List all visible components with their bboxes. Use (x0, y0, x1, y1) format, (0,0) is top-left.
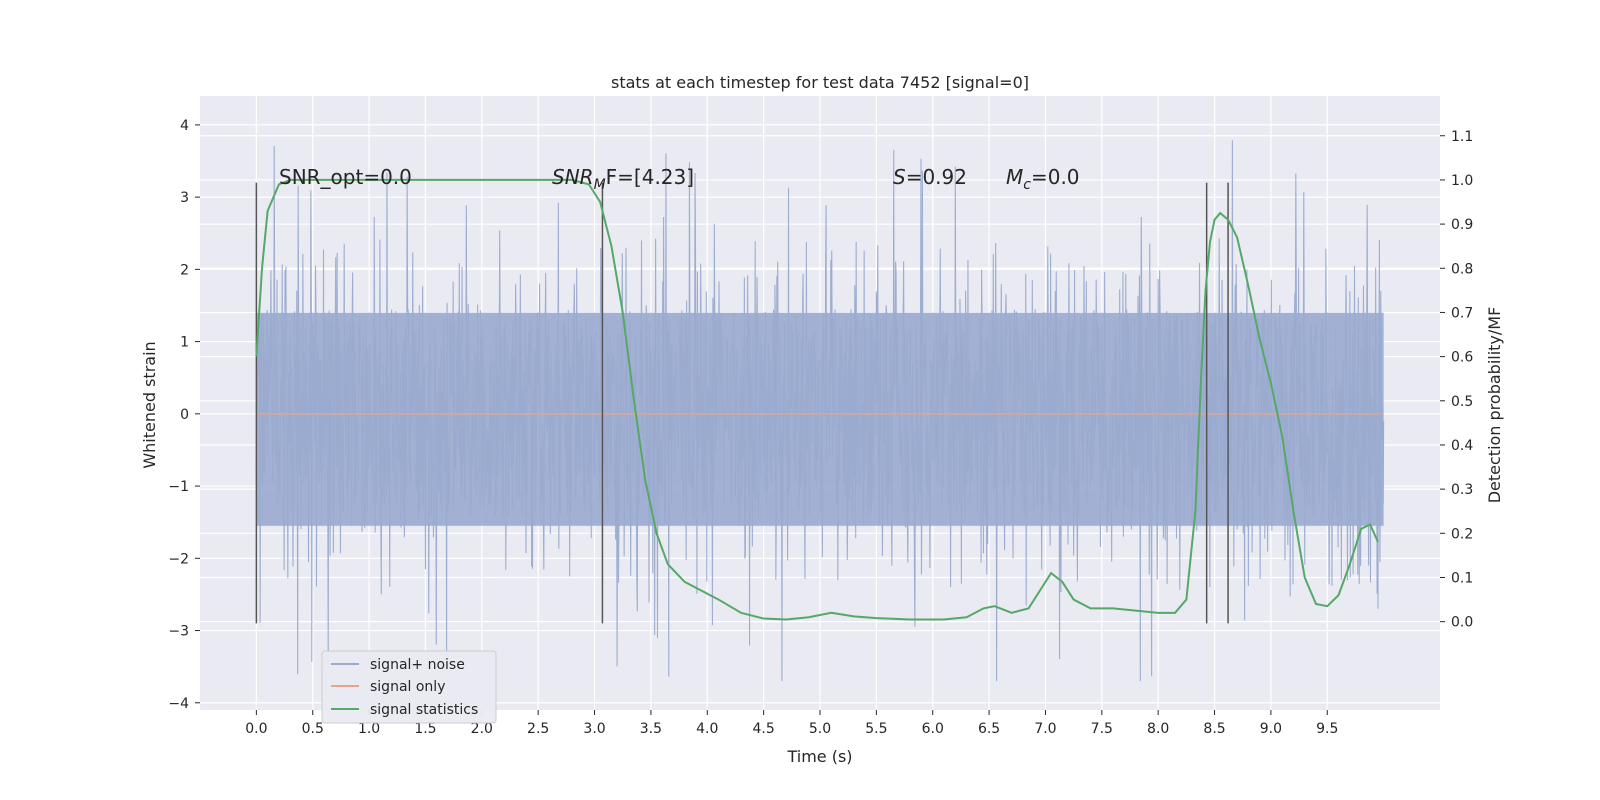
x-tick-label: 3.5 (640, 721, 662, 737)
annotation-snr-mf: SNRMF=[4.23] (552, 165, 694, 193)
x-tick-label: 8.0 (1147, 721, 1169, 737)
snr-mf-base: SNR (552, 165, 594, 189)
annotation-s: S=0.92 (893, 165, 967, 189)
right-y-axis-label: Detection probability/MF (1485, 307, 1504, 504)
y-tick-label: −3 (168, 624, 189, 640)
right-y-tick-label: 0.8 (1451, 261, 1473, 277)
y-tick-label: −2 (168, 551, 189, 567)
right-y-tick-label: 0.7 (1451, 305, 1473, 321)
snr-mf-rest: F=[4.23] (606, 165, 694, 189)
x-tick-label: 9.5 (1316, 721, 1338, 737)
right-y-tick-label: 0.5 (1451, 394, 1473, 410)
x-tick-label: 2.0 (471, 721, 493, 737)
y-tick-label: 3 (180, 190, 189, 206)
mc-subscript: c (1023, 177, 1031, 193)
mc-variable: M (1006, 165, 1023, 189)
y-tick-label: −1 (168, 479, 189, 495)
s-variable: S (893, 165, 906, 189)
x-tick-label: 7.0 (1034, 721, 1056, 737)
right-y-tick-label: 0.1 (1451, 570, 1473, 586)
x-tick-label: 8.5 (1203, 721, 1225, 737)
x-tick-label: 4.0 (696, 721, 718, 737)
x-axis-ticks: 0.0 0.5 1.0 1.5 2.0 2.5 3.0 3.5 4.0 4.5 5.0 5.5 6.0 6… (245, 710, 1338, 737)
right-y-tick-label: 0.2 (1451, 526, 1473, 542)
right-y-tick-label: 1.0 (1451, 173, 1473, 189)
legend-box (321, 650, 497, 724)
legend: signal+ noise signal only signal statist… (321, 650, 497, 724)
legend-label-signal-only: signal only (370, 679, 445, 695)
x-tick-label: 6.5 (978, 721, 1000, 737)
x-tick-label: 1.0 (358, 721, 380, 737)
y-tick-label: 4 (180, 118, 189, 134)
annotation-snr-opt: SNR_opt=0.0 (279, 165, 412, 189)
mc-value: =0.0 (1031, 165, 1080, 189)
x-tick-label: 4.5 (753, 721, 775, 737)
right-y-tick-label: 1.1 (1451, 129, 1473, 145)
series-signal-statistics (255, 178, 1379, 621)
x-tick-label: 0.0 (245, 721, 267, 737)
x-tick-label: 5.5 (865, 721, 887, 737)
x-tick-label: 0.5 (302, 721, 324, 737)
x-tick-label: 7.5 (1091, 721, 1113, 737)
y-axis-label: Whitened strain (140, 341, 159, 468)
legend-label-signal-statistics: signal statistics (370, 702, 478, 718)
s-value: =0.92 (906, 165, 967, 189)
annotation-mc: Mc=0.0 (1006, 165, 1080, 193)
noise-band (256, 312, 1384, 526)
right-y-tick-label: 0.4 (1451, 438, 1473, 454)
right-y-tick-label: 0.6 (1451, 350, 1473, 366)
x-tick-label: 6.0 (922, 721, 944, 737)
x-tick-label: 2.5 (527, 721, 549, 737)
y-tick-label: 0 (180, 407, 189, 423)
right-y-tick-label: 0.3 (1451, 482, 1473, 498)
vertical-markers (255, 182, 1229, 624)
right-y-tick-label: 0.9 (1451, 217, 1473, 233)
x-tick-label: 1.5 (414, 721, 436, 737)
chart-title: stats at each timestep for test data 745… (611, 73, 1029, 92)
x-tick-label: 9.0 (1260, 721, 1282, 737)
y-tick-label: −4 (168, 696, 189, 712)
x-tick-label: 3.0 (583, 721, 605, 737)
y-axis-ticks: −4 −3 −2 −1 0 1 2 3 4 (168, 118, 200, 712)
y-tick-label: 2 (180, 262, 189, 278)
y-tick-label: 1 (180, 335, 189, 351)
right-y-axis-ticks: 0.0 0.1 0.2 0.3 0.4 0.5 0.6 0.7 0.8 0.9 1.0 1.1 (1440, 129, 1473, 631)
right-y-tick-label: 0.0 (1451, 615, 1473, 631)
x-axis-label: Time (s) (786, 747, 852, 766)
x-tick-label: 5.0 (809, 721, 831, 737)
snr-mf-subscript: M (594, 177, 606, 193)
legend-label-signal-plus-noise: signal+ noise (370, 657, 465, 673)
